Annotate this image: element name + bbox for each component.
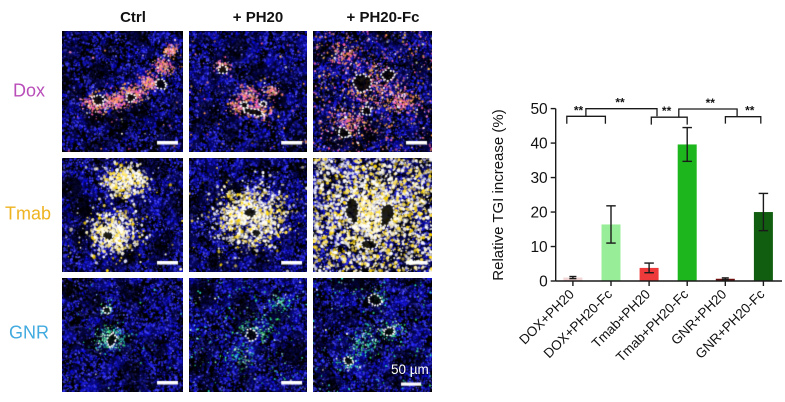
scale-bar-label: 50 µm <box>391 362 429 377</box>
micrograph-row1-col1 <box>188 158 307 272</box>
micrograph-row2-col2 <box>313 278 432 392</box>
micrograph-row2-col1 <box>188 278 307 392</box>
bar-gnr-ph20-fc <box>753 212 773 281</box>
sig-label-0: ** <box>574 103 584 117</box>
row-label-gnr: GNR <box>9 322 49 343</box>
y-tick-label: 20 <box>530 205 548 222</box>
error-bar-4 <box>721 277 729 281</box>
bar-tmab-ph20 <box>639 267 659 281</box>
y-tick-label: 40 <box>530 136 548 153</box>
y-tick-label: 50 <box>530 101 548 118</box>
error-bar-2 <box>644 262 654 274</box>
micrograph-row0-col1 <box>188 31 307 152</box>
column-header-ctrl: Ctrl <box>120 9 146 26</box>
error-bar-1 <box>606 205 616 244</box>
micrograph-row0-col2 <box>313 31 432 152</box>
sig-label-3: ** <box>706 96 716 110</box>
sig-bracket-3 <box>678 108 738 117</box>
y-axis-title: Relative TGI increase (%) <box>490 109 507 280</box>
row-label-dox: Dox <box>12 80 46 101</box>
sig-bracket-2 <box>650 116 688 125</box>
error-bar-0 <box>569 275 577 280</box>
error-bar-5 <box>758 192 769 232</box>
micrograph-row1-col2 <box>313 158 432 272</box>
y-tick-label: 10 <box>530 239 548 256</box>
sig-bracket-4 <box>724 116 762 124</box>
sig-bracket-0 <box>566 115 607 124</box>
sig-label-2: ** <box>662 104 672 118</box>
micrograph-row1-col0 <box>62 158 183 272</box>
row-label-tmab: Tmab <box>4 203 52 224</box>
y-tick-label: 30 <box>530 170 548 187</box>
y-tick-label: 0 <box>539 274 548 291</box>
sig-bracket-1 <box>585 108 658 117</box>
x-tick-label: GNR+PH20-Fc <box>692 286 767 361</box>
column-header-ph20fc: + PH20-Fc <box>346 9 420 26</box>
micrograph-row0-col0 <box>62 31 183 152</box>
bar-tmab-ph20-fc <box>677 144 697 281</box>
error-bar-3 <box>682 126 692 163</box>
sig-label-4: ** <box>745 104 755 118</box>
micrograph-row2-col0 <box>62 278 183 392</box>
bar-dox-ph20-fc <box>601 224 621 281</box>
sig-label-1: ** <box>615 96 625 110</box>
column-header-ph20: + PH20 <box>232 9 284 26</box>
